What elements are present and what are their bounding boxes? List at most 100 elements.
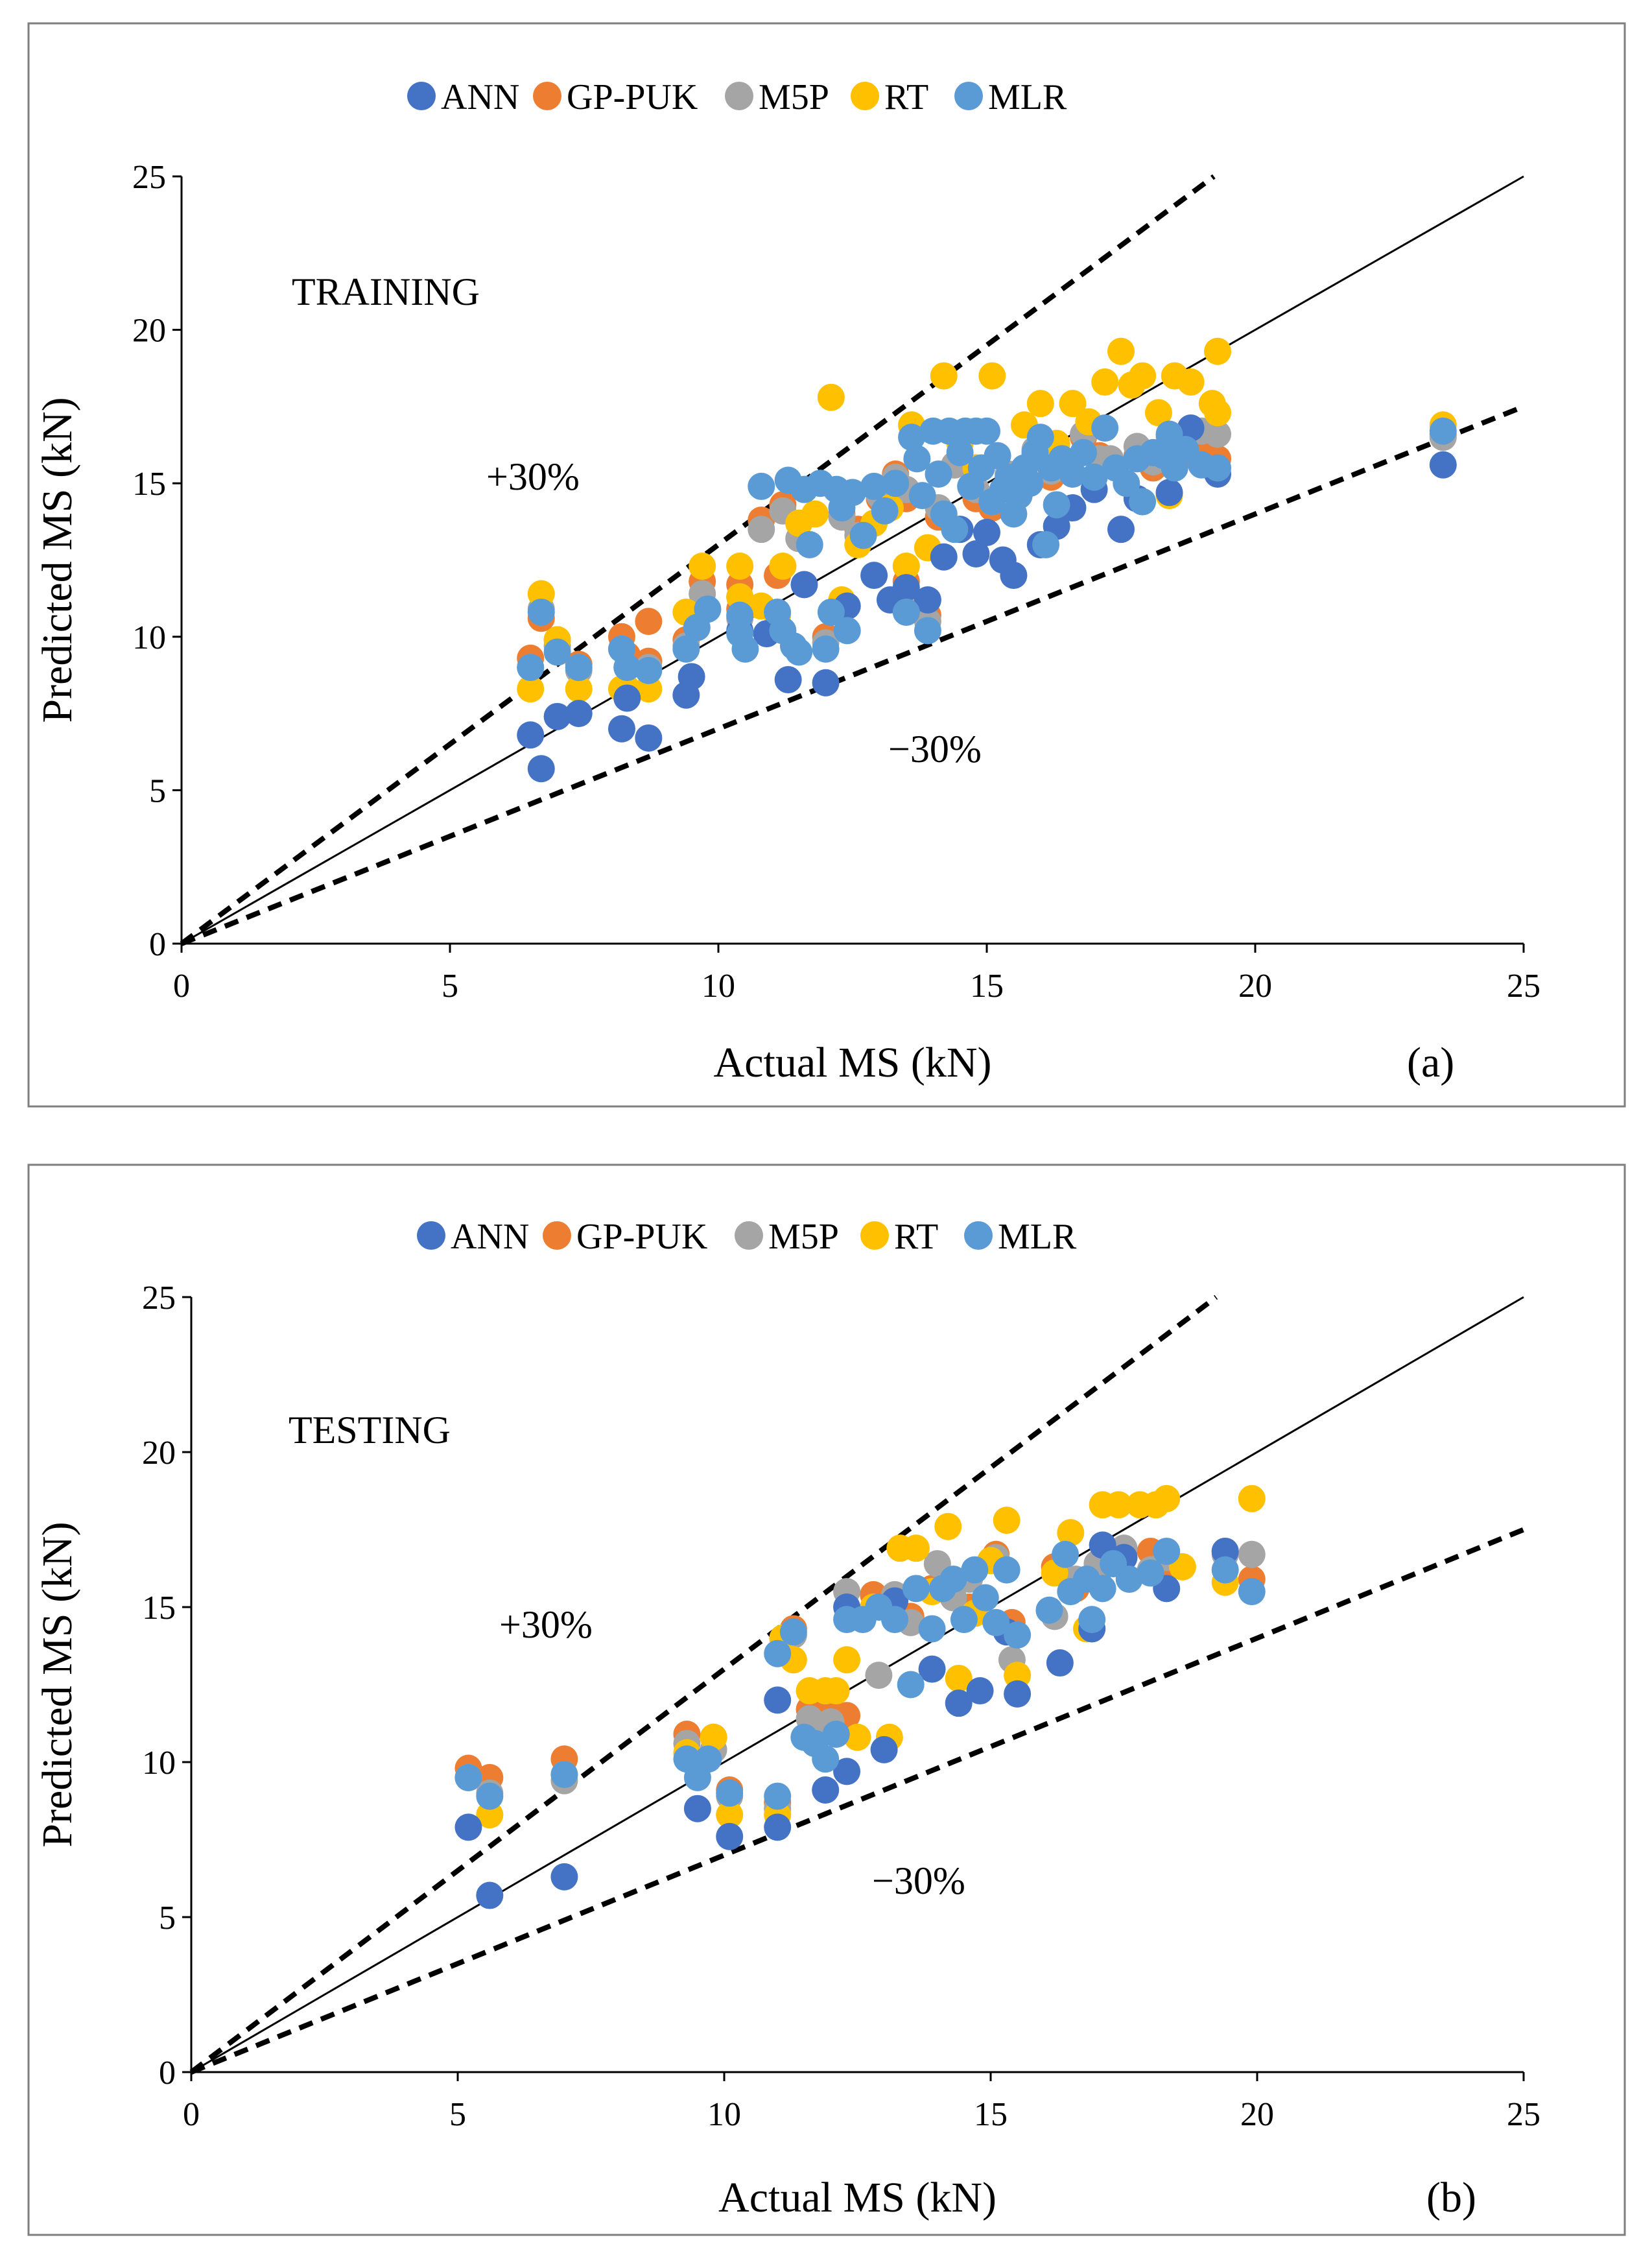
x-tick-label: 15 xyxy=(970,968,1004,1005)
point-rt xyxy=(1129,362,1157,390)
legend-marker-mlr xyxy=(954,82,983,110)
point-ann xyxy=(812,669,840,697)
point-mlr xyxy=(1204,454,1232,482)
point-ann xyxy=(454,1813,482,1841)
point-ann xyxy=(962,540,990,568)
axes: 0 5 10 15 20 25 0 5 10 15 20 25 xyxy=(132,159,1540,1005)
legend-marker-m5p xyxy=(725,82,753,110)
point-mlr xyxy=(1113,470,1140,497)
y-tick-label: 25 xyxy=(132,159,166,196)
point-mlr xyxy=(1115,1565,1143,1593)
point-rt xyxy=(700,1723,727,1751)
point-ann xyxy=(1046,1649,1074,1677)
point-ann xyxy=(918,1655,946,1683)
point-mlr xyxy=(550,1761,578,1789)
plot-area: 0 5 10 15 20 25 0 5 10 15 20 25 xyxy=(142,1280,1540,2133)
point-rt xyxy=(1059,390,1087,418)
y-tick-label: 5 xyxy=(149,772,166,809)
point-mlr xyxy=(971,1584,999,1612)
point-mlr xyxy=(1026,424,1054,451)
point-ann xyxy=(608,715,635,743)
point-rt xyxy=(1144,399,1172,427)
point-mlr xyxy=(1078,1606,1106,1634)
point-mlr xyxy=(1004,1621,1032,1649)
point-mlr xyxy=(1016,470,1044,497)
lower-30-line xyxy=(190,1527,1525,2075)
legend-label-mlr: MLR xyxy=(988,77,1067,117)
y-tick-label: 20 xyxy=(142,1435,176,1472)
legend-label-rt: RT xyxy=(884,77,928,117)
point-mlr xyxy=(1070,438,1098,466)
point-mlr xyxy=(796,531,823,558)
point-ann xyxy=(613,684,641,712)
point-mlr xyxy=(635,656,663,684)
legend-marker-gp-puk xyxy=(533,82,561,110)
point-rt xyxy=(1057,1519,1085,1547)
point-mlr xyxy=(1089,1575,1116,1603)
point-mlr xyxy=(543,638,571,666)
point-rt xyxy=(978,362,1006,390)
point-rt xyxy=(844,1723,871,1751)
upper-30-line xyxy=(189,1295,1218,2075)
point-ann xyxy=(966,1677,994,1705)
point-mlr xyxy=(1137,1559,1164,1587)
legend-label-rt: RT xyxy=(894,1217,938,1257)
point-mlr xyxy=(973,417,1000,445)
point-mlr xyxy=(764,1640,792,1667)
legend-marker-ann xyxy=(407,82,436,110)
point-ann xyxy=(1000,562,1028,590)
point-ann xyxy=(860,562,888,590)
point-mlr xyxy=(1129,488,1157,516)
x-tick-label: 0 xyxy=(173,968,190,1005)
legend-label-ann: ANN xyxy=(451,1217,529,1257)
reference-lines xyxy=(189,1295,1525,2075)
point-rt xyxy=(1153,1485,1181,1512)
point-mlr xyxy=(812,635,840,663)
point-ann xyxy=(635,724,663,752)
y-tick-label: 25 xyxy=(142,1280,176,1317)
x-tick-label: 20 xyxy=(1240,2096,1274,2133)
point-rt xyxy=(565,675,593,703)
panel-label: (b) xyxy=(1426,2174,1476,2221)
point-rt xyxy=(822,1677,850,1705)
legend-label-gp-puk: GP-PUK xyxy=(567,77,698,117)
point-rt xyxy=(892,552,920,580)
point-mlr xyxy=(892,598,920,626)
legend-marker-gp-puk xyxy=(543,1221,571,1250)
legend-label-ann: ANN xyxy=(441,77,519,117)
point-mlr xyxy=(694,1745,722,1773)
y-tick-label: 0 xyxy=(149,926,166,963)
point-ann xyxy=(550,1863,578,1891)
point-ann xyxy=(517,721,545,749)
point-ann xyxy=(527,755,555,783)
legend-marker-rt xyxy=(860,1221,889,1250)
point-rt xyxy=(689,552,716,580)
point-mlr xyxy=(871,497,899,525)
chart-panel-training: ANN GP-PUK M5P RT MLR 0 5 10 15 20 25 0 5 10 15 20 25 T… xyxy=(27,22,1626,1108)
point-mlr xyxy=(902,1575,930,1603)
data-points xyxy=(517,337,1457,783)
y-axis-title: Predicted MS (kN) xyxy=(34,1521,81,1847)
point-mlr xyxy=(908,482,936,510)
legend-marker-ann xyxy=(417,1221,445,1250)
point-ann xyxy=(833,1758,861,1785)
y-tick-label: 0 xyxy=(159,2055,176,2092)
legend-marker-rt xyxy=(851,82,879,110)
legend-label-gp-puk: GP-PUK xyxy=(576,1217,707,1257)
point-mlr xyxy=(748,472,775,500)
point-mlr xyxy=(903,445,931,473)
point-mlr xyxy=(1429,417,1457,445)
data-points xyxy=(454,1485,1266,1909)
point-mlr xyxy=(1238,1578,1266,1606)
point-rt xyxy=(833,1646,861,1674)
panel-label: (a) xyxy=(1407,1039,1454,1086)
legend: ANN GP-PUK M5P RT MLR xyxy=(407,77,1067,117)
point-rt xyxy=(1105,1491,1133,1519)
point-ann xyxy=(870,1736,898,1763)
x-tick-label: 0 xyxy=(183,2096,200,2133)
point-ann xyxy=(1107,516,1135,543)
point-rt xyxy=(934,1512,962,1540)
point-rt xyxy=(993,1507,1021,1534)
point-mlr xyxy=(984,442,1011,470)
